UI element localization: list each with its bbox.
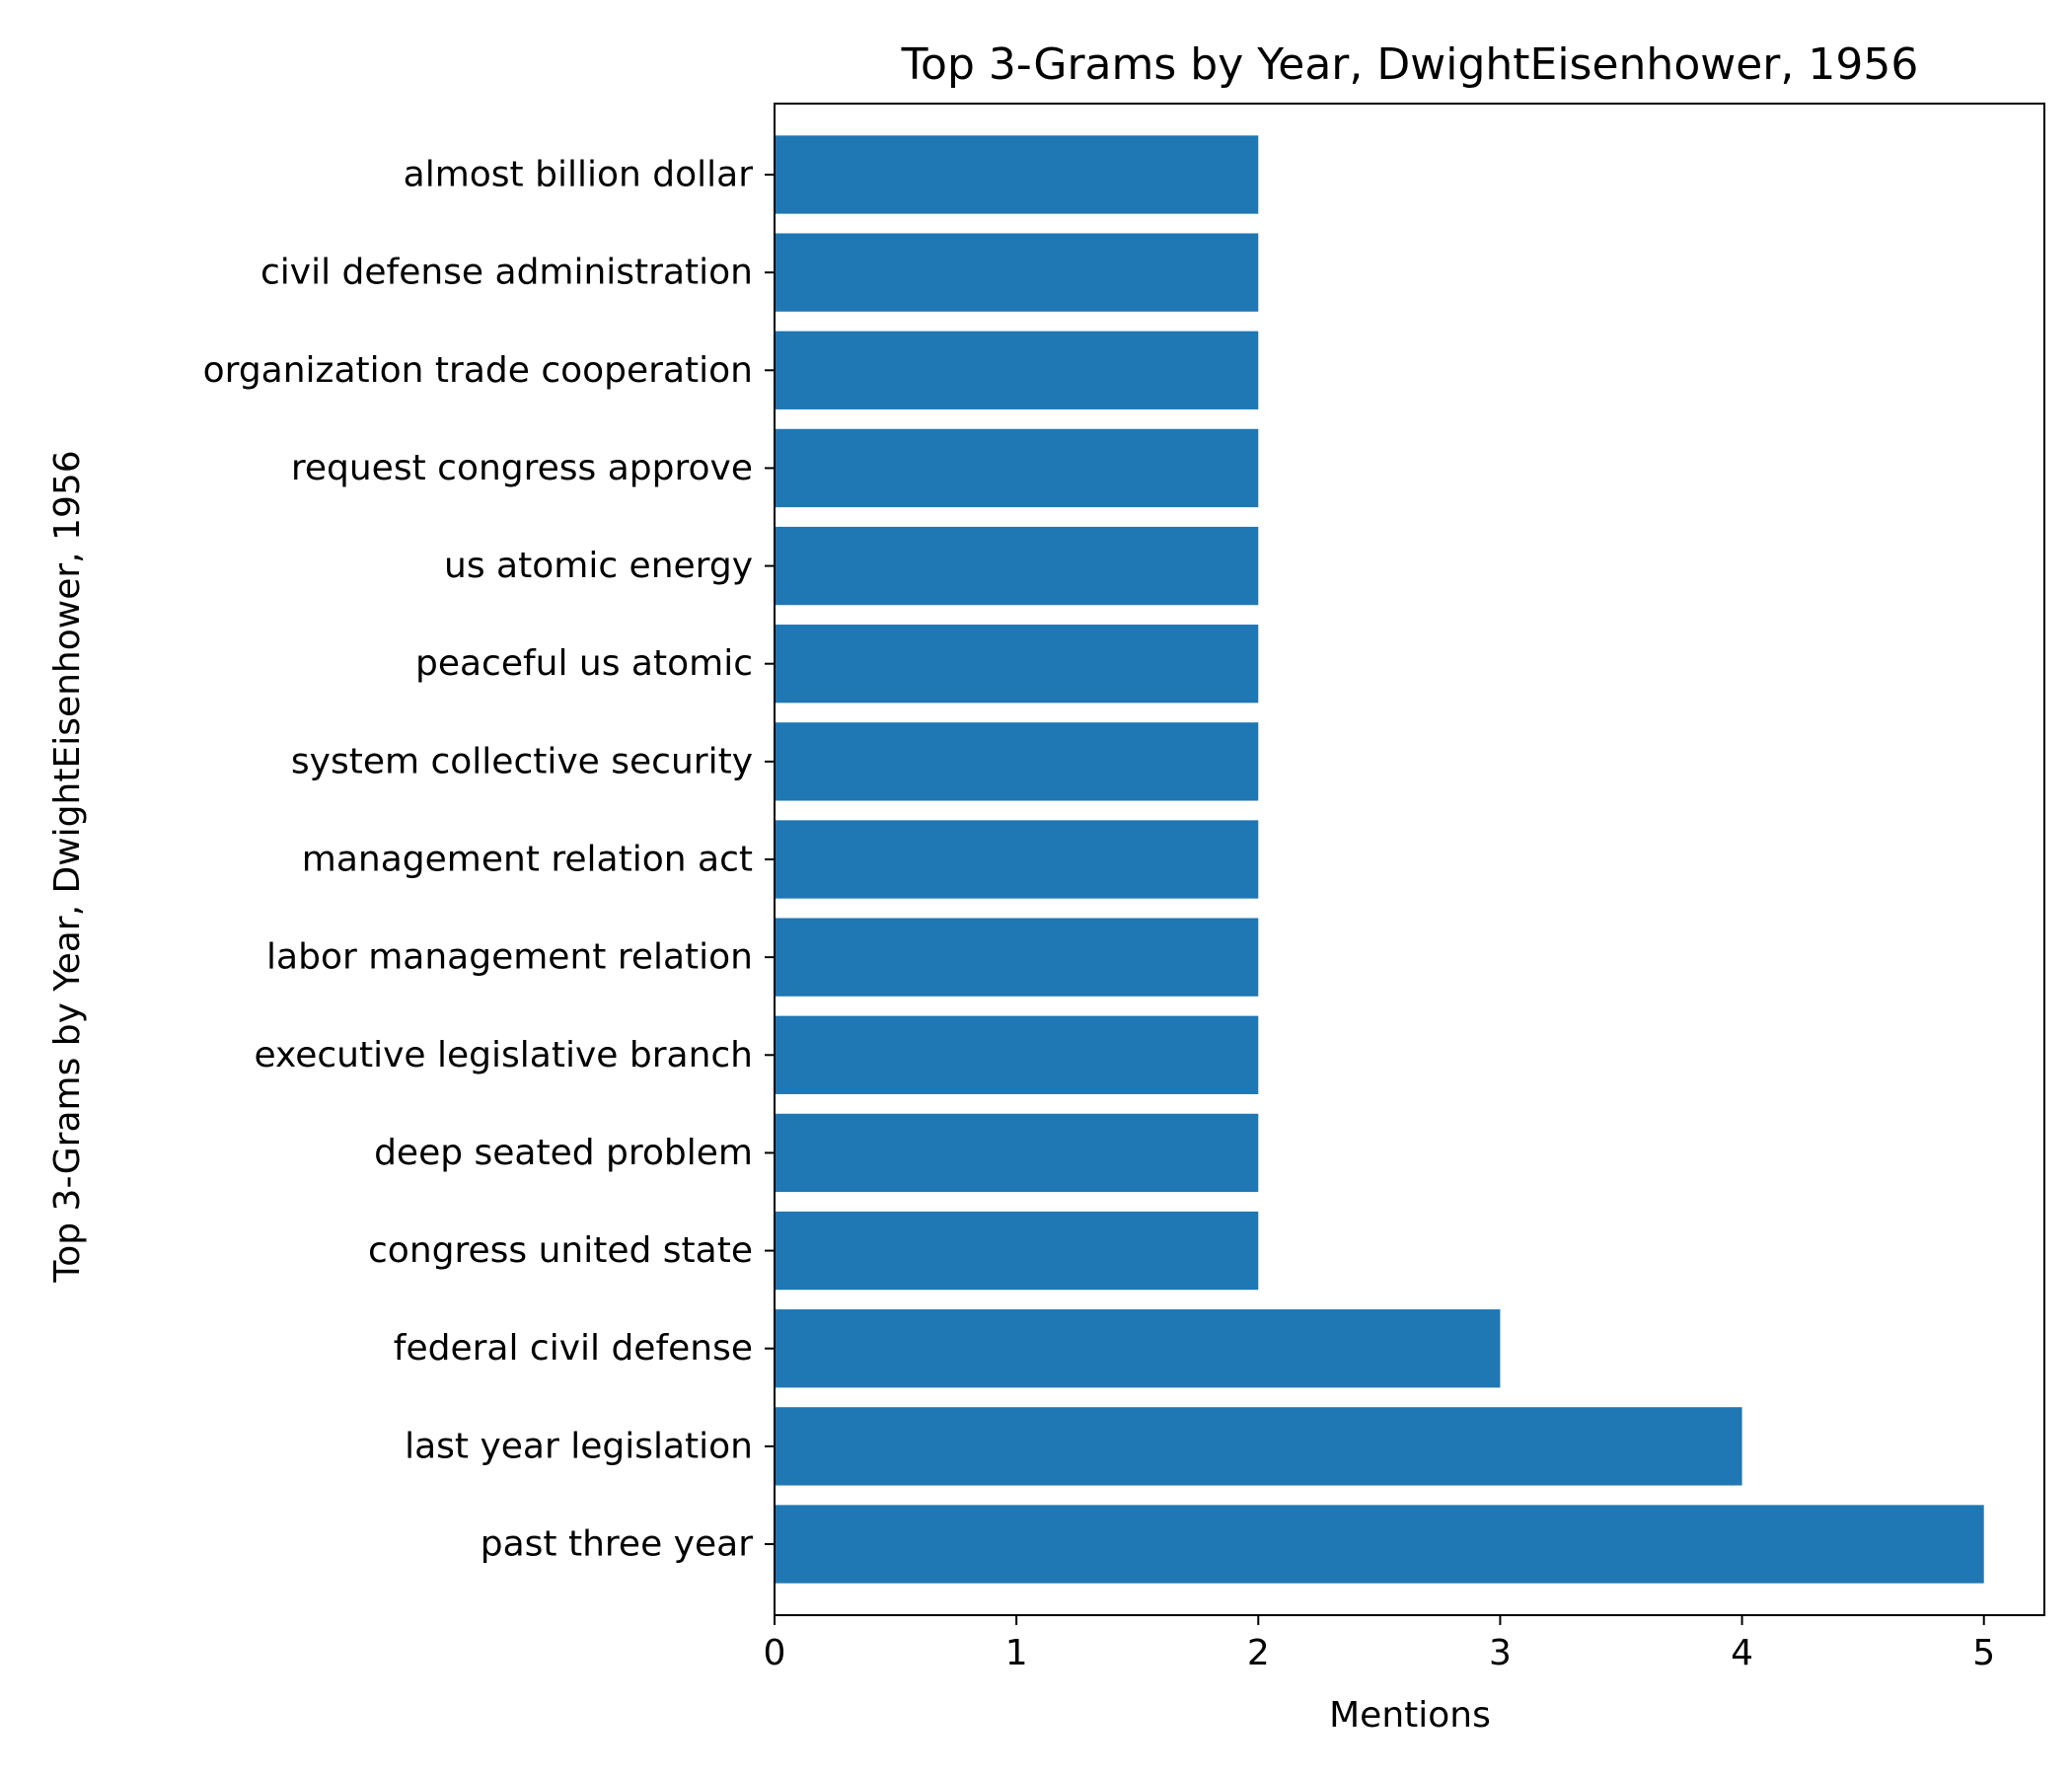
y-tick-label: last year legislation bbox=[405, 1426, 753, 1466]
x-tick-label: 1 bbox=[1005, 1633, 1028, 1673]
x-tick-label: 5 bbox=[1972, 1633, 1995, 1673]
bar bbox=[775, 1505, 1984, 1584]
bar bbox=[775, 1211, 1259, 1291]
bar bbox=[775, 331, 1259, 409]
y-tick-label: congress united state bbox=[368, 1230, 753, 1271]
x-tick-label: 0 bbox=[764, 1633, 786, 1673]
y-tick-label: past three year bbox=[481, 1524, 753, 1565]
y-tick-label: organization trade cooperation bbox=[203, 350, 753, 391]
y-tick-label: us atomic energy bbox=[444, 546, 753, 586]
y-tick-label: labor management relation bbox=[266, 937, 753, 978]
bars-group bbox=[775, 135, 1984, 1584]
bar bbox=[775, 1407, 1742, 1486]
x-tick-label: 3 bbox=[1489, 1633, 1512, 1673]
y-tick-label: deep seated problem bbox=[374, 1133, 753, 1173]
bar bbox=[775, 526, 1259, 606]
bar bbox=[775, 625, 1259, 703]
x-tick-label: 2 bbox=[1247, 1633, 1270, 1673]
y-tick-label: civil defense administration bbox=[260, 253, 753, 293]
y-tick-label: peaceful us atomic bbox=[415, 643, 753, 684]
y-tick-label: executive legislative branch bbox=[255, 1035, 753, 1075]
plot-frame bbox=[774, 103, 2045, 1616]
y-axis-title: Top 3-Grams by Year, DwightEisenhower, 1… bbox=[47, 450, 88, 1283]
x-axis-title: Mentions bbox=[1329, 1695, 1491, 1736]
bar bbox=[775, 428, 1259, 508]
chart-title: Top 3-Grams by Year, DwightEisenhower, 1… bbox=[901, 39, 1919, 90]
bar bbox=[775, 135, 1259, 214]
x-ticks-group: 0 1 2 3 4 5 bbox=[764, 1615, 1995, 1673]
bar bbox=[775, 1015, 1259, 1094]
bar bbox=[775, 1113, 1259, 1193]
y-tick-label: request congress approve bbox=[291, 448, 753, 488]
y-tick-label: almost billion dollar bbox=[404, 155, 754, 195]
bar bbox=[775, 820, 1259, 899]
bar bbox=[775, 1309, 1501, 1388]
bar bbox=[775, 722, 1259, 801]
x-tick-label: 4 bbox=[1731, 1633, 1753, 1673]
y-tick-label: federal civil defense bbox=[394, 1328, 753, 1369]
y-tick-label: management relation act bbox=[302, 840, 753, 880]
bar bbox=[775, 918, 1259, 997]
bar bbox=[775, 233, 1259, 312]
y-ticks-group: past three year last year legislation fede… bbox=[203, 155, 775, 1565]
y-tick-label: system collective security bbox=[291, 741, 753, 781]
